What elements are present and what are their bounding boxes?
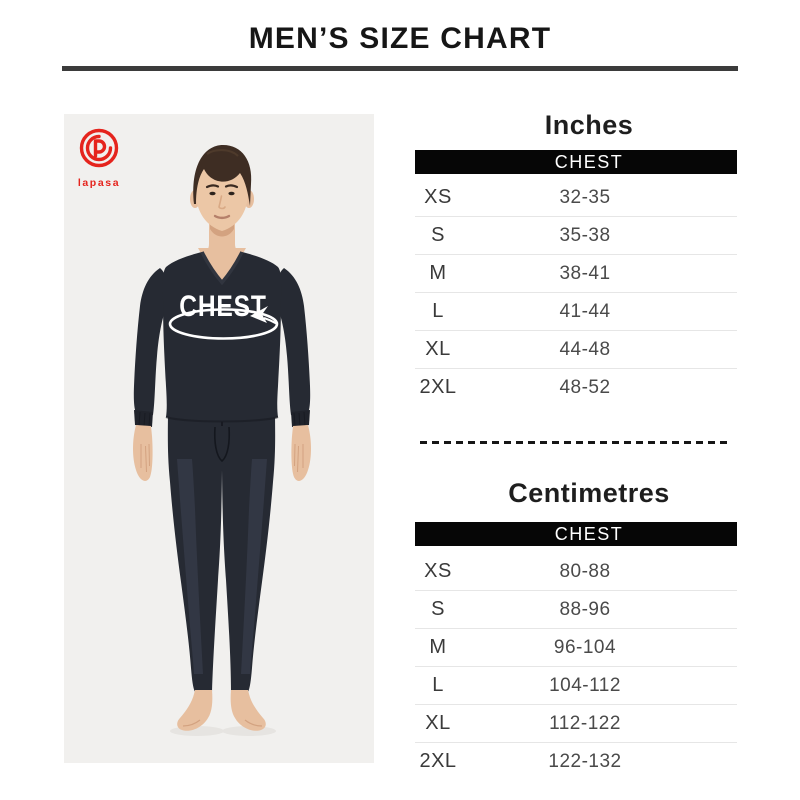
chest-range: 44-48 [559,339,611,360]
title-divider [62,66,738,71]
unit-heading-centimetres: Centimetres [508,477,670,508]
table-row: L 104-112 [415,667,737,705]
table-row: S 88-96 [415,591,737,629]
dashed-divider [420,441,731,444]
table-row: L 41-44 [415,293,737,331]
chest-range: 122-132 [548,750,622,772]
chest-range: 38-41 [559,263,611,284]
table-row: 2XL 122-132 [415,743,737,781]
centimetres-table: Centimetres CHEST XS 80-88 S 88-96 M 96-… [415,468,737,781]
chest-measurement-label: CHEST [179,290,267,323]
size-tables: Inches CHEST XS 32-35 S 35-38 M 38-41 L … [415,100,737,781]
size-label: S [431,597,445,620]
table-row: M 38-41 [415,255,737,293]
size-label: XL [425,711,451,734]
table-row: 2XL 48-52 [415,369,737,407]
size-label: XS [424,186,452,208]
chest-range: 104-112 [549,674,621,696]
size-label: L [432,300,444,322]
brand-name: lapasa [77,177,121,189]
table-row: S 35-38 [415,217,737,255]
spiral-p-logo-icon [79,128,119,168]
chest-range: 48-52 [559,377,611,398]
chest-range: 41-44 [559,301,611,322]
size-label: 2XL [419,749,457,772]
inches-table: Inches CHEST XS 32-35 S 35-38 M 38-41 L … [415,100,737,407]
table-row: M 96-104 [415,629,737,667]
size-label: XS [424,559,452,582]
chest-range: 88-96 [559,598,611,620]
chest-range: 32-35 [559,187,611,208]
brand-logo: lapasa [75,126,123,189]
size-label: M [429,262,447,284]
size-label: S [431,224,445,246]
size-label: L [432,673,444,696]
page-title: MEN’S SIZE CHART [248,22,552,55]
model-illustration [133,145,311,736]
chest-range: 80-88 [559,560,611,582]
size-label: XL [425,338,451,360]
column-header-chest: CHEST [415,150,737,174]
chest-range: 112-122 [549,712,621,734]
model-photo-panel: lapasa CHEST [64,114,374,763]
chest-range: 35-38 [559,225,611,246]
table-row: XL 44-48 [415,331,737,369]
size-label: M [429,635,447,658]
table-row: XL 112-122 [415,705,737,743]
size-label: 2XL [419,376,457,398]
chest-range: 96-104 [553,636,617,658]
chest-tape-ellipse [168,306,279,340]
table-row: XS 80-88 [415,553,737,591]
unit-heading-inches: Inches [544,110,634,140]
column-header-chest: CHEST [415,521,737,546]
table-row: XS 32-35 [415,179,737,217]
